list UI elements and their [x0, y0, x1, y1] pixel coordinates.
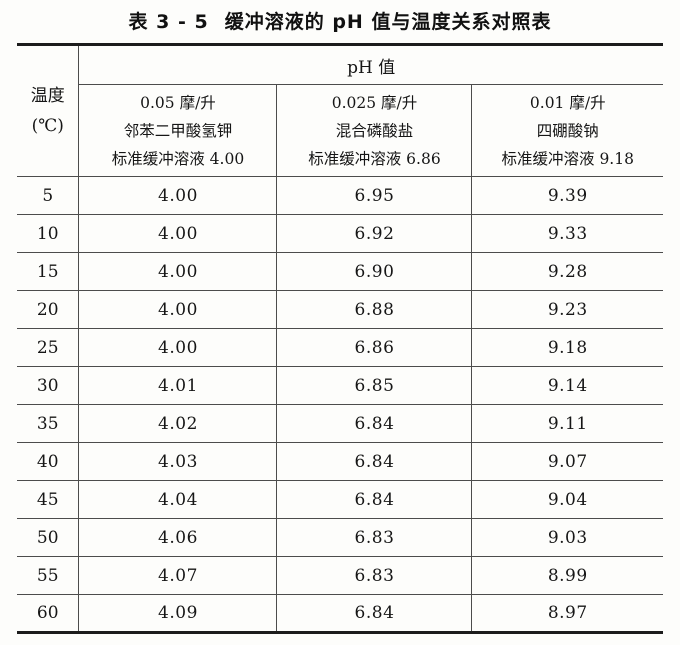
column-header-substance: 混合磷酸盐 — [335, 121, 414, 140]
ph-cell: 4.01 — [78, 366, 278, 405]
ph-cell: 4.04 — [78, 480, 278, 519]
ph-cell: 9.11 — [471, 404, 663, 443]
table-row: 55 4.07 6.83 8.99 — [16, 556, 663, 595]
ph-cell: 9.04 — [471, 480, 663, 519]
ph-cell: 6.83 — [276, 518, 473, 557]
temperature-header-line1: 温度 — [30, 86, 65, 106]
table-row: 60 4.09 6.84 8.97 — [16, 594, 663, 633]
temp-cell: 10 — [16, 214, 80, 253]
column-header-concentration: 0.05 摩/升 — [140, 93, 216, 112]
ph-cell: 9.14 — [471, 366, 663, 405]
table-title-text: 缓冲溶液的 pH 值与温度关系对照表 — [224, 11, 552, 33]
column-header-borate: 0.01 摩/升 四硼酸钠 标准缓冲溶液 9.18 — [471, 84, 663, 177]
temp-cell: 40 — [16, 442, 80, 481]
table-row: 25 4.00 6.86 9.18 — [16, 328, 663, 367]
ph-cell: 9.39 — [471, 176, 663, 215]
column-header-standard: 标准缓冲溶液 9.18 — [501, 149, 634, 168]
ph-cell: 8.97 — [471, 594, 663, 633]
temp-cell: 50 — [16, 518, 80, 557]
column-header-concentration: 0.01 摩/升 — [529, 93, 606, 112]
table-row: 50 4.06 6.83 9.03 — [16, 518, 663, 557]
ph-cell: 4.00 — [78, 328, 278, 367]
temperature-header-line2: (℃) — [31, 116, 64, 136]
ph-cell: 6.84 — [276, 404, 473, 443]
column-header-concentration: 0.025 摩/升 — [331, 93, 418, 112]
ph-cell: 6.90 — [276, 252, 473, 291]
ph-group-header: pH 值 — [78, 44, 663, 85]
ph-cell: 9.33 — [471, 214, 663, 253]
ph-cell: 6.83 — [276, 556, 473, 595]
ph-cell: 4.06 — [78, 518, 278, 557]
ph-cell: 4.00 — [78, 252, 278, 291]
temp-cell: 25 — [16, 328, 80, 367]
table-row: 5 4.00 6.95 9.39 — [16, 176, 663, 215]
column-header-substance: 邻苯二甲酸氢钾 — [123, 121, 233, 140]
temp-cell: 30 — [16, 366, 80, 405]
ph-cell: 6.88 — [276, 290, 473, 329]
page-title: 表 3 - 5 缓冲溶液的 pH 值与温度关系对照表 — [0, 0, 680, 34]
ph-cell: 6.84 — [276, 594, 473, 633]
temperature-column-header: 温度 (℃) — [16, 44, 80, 177]
ph-cell: 8.99 — [471, 556, 663, 595]
temp-cell: 60 — [16, 594, 80, 633]
header-sub-row: 0.05 摩/升 邻苯二甲酸氢钾 标准缓冲溶液 4.00 0.025 摩/升 混… — [17, 84, 663, 177]
ph-cell: 6.85 — [276, 366, 473, 405]
ph-cell: 4.07 — [78, 556, 278, 595]
column-header-standard: 标准缓冲溶液 4.00 — [111, 149, 245, 168]
header-group-row: 温度 (℃) pH 值 — [16, 44, 663, 177]
ph-cell: 6.92 — [276, 214, 473, 253]
ph-cell: 9.03 — [471, 518, 663, 557]
column-header-standard: 标准缓冲溶液 6.86 — [308, 149, 441, 168]
table-row: 45 4.04 6.84 9.04 — [16, 480, 663, 519]
temp-cell: 35 — [16, 404, 80, 443]
table-row: 30 4.01 6.85 9.14 — [16, 366, 663, 405]
ph-cell: 9.28 — [471, 252, 663, 291]
ph-temperature-table: 温度 (℃) pH 值 0.05 摩/升 邻苯二甲酸氢钾 标准缓冲溶液 4.00… — [16, 43, 663, 634]
table-row: 20 4.00 6.88 9.23 — [16, 290, 663, 329]
temp-cell: 55 — [16, 556, 80, 595]
ph-cell: 9.23 — [471, 290, 663, 329]
ph-cell: 6.84 — [276, 442, 473, 481]
ph-cell: 4.09 — [78, 594, 278, 633]
table-row: 35 4.02 6.84 9.11 — [16, 404, 663, 443]
temp-cell: 5 — [16, 176, 80, 215]
column-header-phthalate: 0.05 摩/升 邻苯二甲酸氢钾 标准缓冲溶液 4.00 — [78, 84, 278, 177]
ph-cell: 4.00 — [78, 176, 278, 215]
table-row: 40 4.03 6.84 9.07 — [16, 442, 663, 481]
ph-cell: 6.84 — [276, 480, 473, 519]
ph-cell: 9.18 — [471, 328, 663, 367]
ph-cell: 6.95 — [276, 176, 473, 215]
temp-cell: 20 — [16, 290, 80, 329]
ph-cell: 4.02 — [78, 404, 278, 443]
column-header-substance: 四硼酸钠 — [536, 121, 599, 140]
temp-cell: 15 — [16, 252, 80, 291]
ph-cell: 4.00 — [78, 214, 278, 253]
table-row: 10 4.00 6.92 9.33 — [16, 214, 663, 253]
ph-cell: 9.07 — [471, 442, 663, 481]
ph-cell: 4.00 — [78, 290, 278, 329]
column-header-phosphate: 0.025 摩/升 混合磷酸盐 标准缓冲溶液 6.86 — [276, 84, 473, 177]
table-number-label: 表 3 - 5 — [128, 11, 209, 33]
ph-cell: 6.86 — [276, 328, 473, 367]
ph-cell: 4.03 — [78, 442, 278, 481]
table-row: 15 4.00 6.90 9.28 — [16, 252, 663, 291]
temp-cell: 45 — [16, 480, 80, 519]
